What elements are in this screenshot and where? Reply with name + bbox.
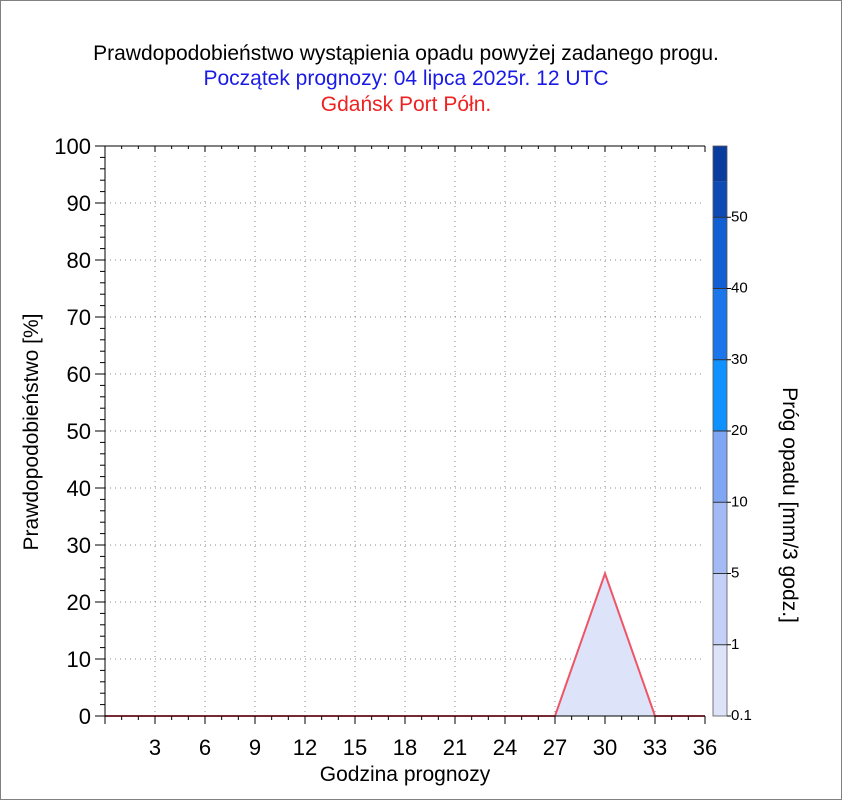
x-tick-label: 33 <box>643 735 667 760</box>
forecast-start: Początek prognozy: 04 lipca 2025r. 12 UT… <box>203 67 609 90</box>
y-tick-label: 80 <box>67 248 91 273</box>
x-tick-label: 15 <box>343 735 367 760</box>
colorbar-segment <box>713 217 727 289</box>
y-tick-label: 10 <box>67 647 91 672</box>
chart-title: Prawdopodobieństwo wystąpienia opadu pow… <box>93 42 719 65</box>
x-tick-label: 21 <box>443 735 467 760</box>
x-tick-label: 18 <box>393 735 417 760</box>
colorbar-segment <box>713 431 727 503</box>
y-tick-label: 90 <box>67 191 91 216</box>
x-tick-label: 6 <box>199 735 211 760</box>
y-tick-label: 40 <box>67 476 91 501</box>
x-tick-label: 9 <box>249 735 261 760</box>
colorbar-tick-label: 0.1 <box>731 707 752 724</box>
colorbar-segment <box>713 359 727 431</box>
x-tick-label: 30 <box>593 735 617 760</box>
colorbar-segment <box>713 573 727 645</box>
y-tick-label: 50 <box>67 419 91 444</box>
y-tick-label: 30 <box>67 533 91 558</box>
series-area-fill <box>105 573 705 716</box>
colorbar-segment <box>713 502 727 574</box>
x-tick-label: 3 <box>149 735 161 760</box>
colorbar-segment <box>713 644 727 716</box>
colorbar: 0.1 1 5 10 20 30 40 50 <box>712 145 752 724</box>
y-tick-label: 100 <box>54 134 91 159</box>
x-tick-label: 36 <box>693 735 717 760</box>
colorbar-tick-label: 5 <box>731 565 739 582</box>
location-name: Gdańsk Port Półn. <box>320 93 492 116</box>
colorbar-segment <box>713 288 727 360</box>
data-area-layer <box>105 570 705 717</box>
colorbar-tick-label: 40 <box>731 280 748 297</box>
x-tick-label: 12 <box>293 735 317 760</box>
y-tick-label: 20 <box>67 590 91 615</box>
colorbar-segment <box>713 181 727 218</box>
colorbar-tick-label: 30 <box>731 351 748 368</box>
x-axis-label: Godzina prognozy <box>320 763 491 786</box>
y-tick-label: 70 <box>67 305 91 330</box>
colorbar-tick-label: 50 <box>731 208 748 225</box>
y-tick-label: 60 <box>67 362 91 387</box>
colorbar-tick-label: 1 <box>731 636 739 653</box>
colorbar-tick-label: 10 <box>731 493 748 510</box>
x-tick-label: 24 <box>493 735 517 760</box>
grid <box>105 146 705 716</box>
x-tick-label: 27 <box>543 735 567 760</box>
y-axis-label: Prawdopodobieństwo [%] <box>20 314 43 551</box>
y-tick-label: 0 <box>79 704 91 729</box>
colorbar-label: Próg opadu [mm/3 godz.] <box>778 387 801 623</box>
colorbar-tick-label: 20 <box>731 422 748 439</box>
colorbar-segment <box>713 146 727 182</box>
